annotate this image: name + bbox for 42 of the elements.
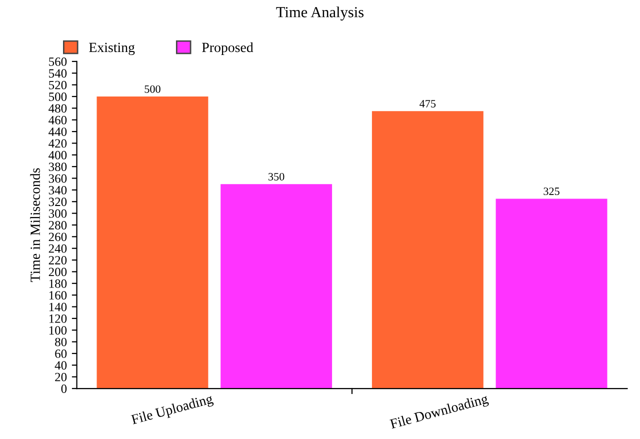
legend-label: Proposed [202,42,254,55]
data-label: 325 [544,188,560,196]
y-tick-label: 0 [61,384,67,393]
y-tick-label: 300 [48,209,67,218]
data-label: 350 [268,172,284,180]
x-tick-label: File Uploading [130,393,214,428]
y-tick-label: 280 [48,221,67,230]
y-tick-label: 520 [49,80,67,90]
y-tick-label: 160 [49,291,67,300]
y-tick-label: 60 [55,350,67,358]
y-tick-label: 20 [55,372,67,382]
y-tick-label: 240 [48,244,67,253]
data-label: 500 [144,85,160,93]
y-tick-label: 100 [49,326,67,335]
y-tick-label: 80 [55,338,67,346]
y-tick-label: 480 [48,104,67,113]
y-tick-label: 260 [48,232,67,242]
y-tick-label: 320 [48,198,67,206]
y-tick-label: 400 [48,150,67,160]
y-tick-label: 140 [49,302,67,312]
chart-title: Time Analysis [276,6,364,20]
y-tick-label: 380 [48,162,67,172]
bar [496,198,608,389]
y-axis-title: Time in Miliseconds [30,168,40,282]
y-tick-label: 180 [49,279,67,288]
bar [372,111,484,389]
y-tick-label: 500 [49,92,67,101]
y-tick-label: 360 [48,174,67,183]
y-tick-label: 420 [48,139,67,148]
y-tick-label: 340 [48,186,67,194]
y-tick-label: 40 [54,361,67,370]
y-tick-label: 220 [48,256,67,264]
y-tick-label: 540 [49,69,67,78]
y-tick-label: 560 [49,57,67,66]
y-tick-label: 440 [48,128,67,136]
y-tick-label: 460 [48,116,67,124]
y-tick-label: 200 [48,268,67,276]
bar [220,184,332,389]
legend-label: Existing [89,42,135,56]
bar [96,96,208,389]
y-tick-label: 120 [49,314,67,323]
data-label: 475 [420,100,436,108]
